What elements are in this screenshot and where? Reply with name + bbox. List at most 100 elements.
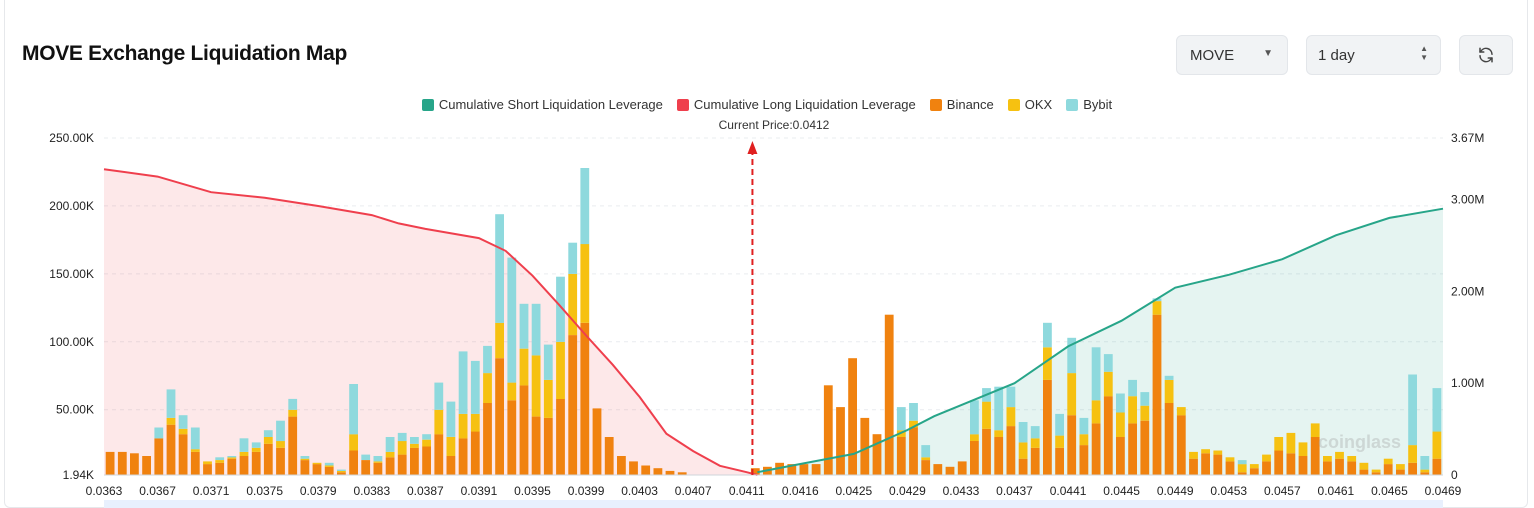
bar-binance <box>1335 458 1344 475</box>
bar-binance <box>483 403 492 475</box>
watermark: coinglass <box>1318 432 1402 452</box>
time-range-select[interactable]: 1 day ▲ ▼ <box>1306 35 1441 75</box>
bar-binance <box>215 462 225 475</box>
bar-okx <box>556 341 565 399</box>
bar-binance <box>239 456 249 475</box>
bar-bybit <box>300 456 310 459</box>
bar-okx <box>288 409 298 417</box>
refresh-icon <box>1479 47 1493 63</box>
refresh-button[interactable] <box>1459 35 1513 75</box>
bar-bybit <box>410 437 419 444</box>
bar-binance <box>848 358 857 475</box>
bar-binance <box>1262 461 1271 475</box>
bar-binance <box>909 427 918 475</box>
bar-bybit <box>543 344 553 380</box>
bar-okx <box>446 437 456 456</box>
legend-swatch <box>929 98 942 111</box>
long-cumulative-area <box>104 169 758 475</box>
legend-swatch <box>676 98 689 111</box>
x-tick-label: 0.0425 <box>835 484 872 498</box>
bar-bybit <box>239 438 249 452</box>
bar-okx <box>1091 400 1101 424</box>
y-left-tick-label: 100.00K <box>49 335 94 349</box>
bar-binance <box>1249 468 1259 475</box>
bar-binance <box>1103 396 1113 475</box>
coin-select-value: MOVE <box>1190 46 1235 64</box>
y-right-tick-label: 1.00M <box>1451 376 1484 390</box>
bar-binance <box>1164 403 1174 475</box>
bar-binance <box>823 385 833 475</box>
bar-bybit <box>568 242 578 274</box>
coin-select[interactable]: MOVE ▼ <box>1176 35 1288 75</box>
bar-bybit <box>324 462 334 466</box>
bar-bybit <box>251 442 261 448</box>
bar-binance <box>251 451 261 475</box>
bar-bybit <box>1420 456 1430 470</box>
legend-swatch <box>421 98 434 111</box>
bar-okx <box>1055 435 1064 448</box>
legend-long-cumulative[interactable]: Cumulative Long Liquidation Leverage <box>676 97 916 112</box>
legend-short-cumulative[interactable]: Cumulative Short Liquidation Leverage <box>421 97 663 112</box>
bar-okx <box>970 434 979 441</box>
bar-binance <box>1408 462 1417 475</box>
legend-binance[interactable]: Binance <box>929 97 994 112</box>
bar-okx <box>373 461 383 463</box>
bar-bybit <box>556 276 565 342</box>
bar-binance <box>580 322 590 475</box>
bar-bybit <box>288 398 298 410</box>
bar-okx <box>1189 451 1198 459</box>
bar-binance <box>1043 379 1052 475</box>
bar-binance <box>300 460 310 475</box>
bar-binance <box>422 446 431 475</box>
bar-okx <box>1140 405 1150 421</box>
x-tick-label: 0.0453 <box>1210 484 1247 498</box>
bar-binance <box>1152 314 1162 475</box>
bar-bybit <box>458 351 468 414</box>
bar-okx <box>1262 454 1271 462</box>
bar-okx <box>190 449 200 452</box>
bar-binance <box>994 437 1004 475</box>
bar-okx <box>239 451 249 456</box>
bar-binance <box>1432 458 1442 475</box>
bar-binance <box>1383 464 1393 475</box>
bar-binance <box>1298 456 1308 475</box>
bar-bybit <box>1408 374 1417 446</box>
bar-okx <box>982 401 991 429</box>
bar-bybit <box>1018 422 1028 443</box>
bar-bybit <box>373 456 383 462</box>
bar-okx <box>215 460 225 463</box>
bar-binance <box>531 416 541 475</box>
bar-bybit <box>227 456 237 458</box>
chart-legend: Cumulative Short Liquidation Leverage Cu… <box>0 97 1534 112</box>
bar-okx <box>263 437 273 444</box>
bar-okx <box>1323 456 1332 462</box>
bar-binance <box>604 437 614 475</box>
bar-okx <box>1067 373 1077 416</box>
bar-bybit <box>909 403 918 421</box>
bar-bybit <box>483 345 492 374</box>
legend-okx[interactable]: OKX <box>1007 97 1052 112</box>
page-title: MOVE Exchange Liquidation Map <box>22 42 347 65</box>
bar-bybit <box>580 168 590 245</box>
bar-bybit <box>154 427 164 439</box>
bar-binance <box>1225 461 1235 475</box>
bar-okx <box>434 409 444 435</box>
legend-bybit[interactable]: Bybit <box>1066 97 1112 112</box>
bar-okx <box>1420 469 1430 473</box>
x-tick-label: 0.0437 <box>996 484 1033 498</box>
bar-binance <box>592 408 602 475</box>
bar-binance <box>203 464 212 475</box>
bar-binance <box>190 451 200 475</box>
bar-binance <box>373 462 383 475</box>
bar-okx <box>1103 371 1113 397</box>
bar-binance <box>142 456 151 475</box>
chart-zoom-scrollbar[interactable] <box>104 500 1443 508</box>
bar-binance <box>860 417 870 475</box>
bar-bybit <box>361 454 371 460</box>
bar-okx <box>909 420 918 428</box>
x-tick-label: 0.0363 <box>86 484 123 498</box>
bar-bybit <box>1043 322 1052 348</box>
x-tick-label: 0.0387 <box>407 484 444 498</box>
x-tick-label: 0.0383 <box>353 484 390 498</box>
bar-okx <box>1383 458 1393 465</box>
